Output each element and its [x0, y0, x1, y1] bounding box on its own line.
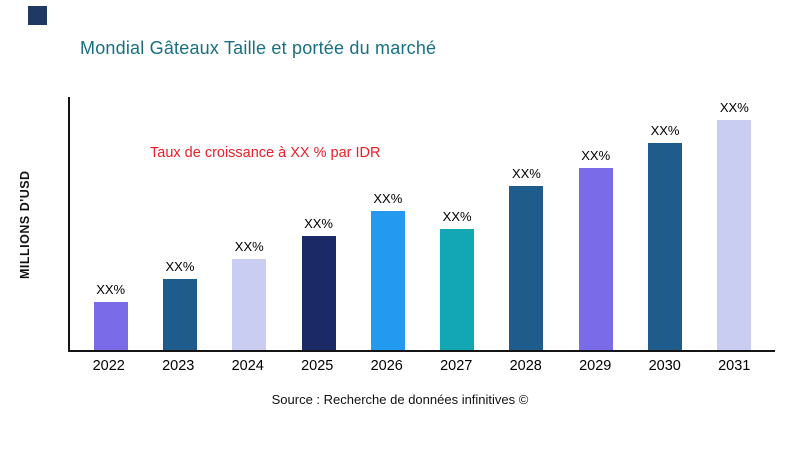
bar-2028	[509, 185, 544, 350]
bar-value-label-2024: XX%	[234, 238, 264, 254]
bar-2024	[232, 258, 267, 350]
x-tick-2027: 2027	[440, 358, 473, 374]
bar-value-label-2027: XX%	[442, 208, 472, 224]
bar-value-label-2025: XX%	[304, 216, 333, 232]
x-tick-2022: 2022	[92, 358, 125, 374]
bar-value-label-2029: XX%	[581, 147, 611, 163]
y-axis-label: MILLIONS D'USD	[18, 170, 32, 279]
bar-value-label-2031: XX%	[719, 99, 749, 115]
bar-slot-2029: XX%	[574, 97, 618, 350]
x-tick-2023: 2023	[162, 358, 195, 374]
x-axis-tick-row: 2022 2023 2024 2025 2026 2027 2028 2029 2030 2031	[68, 358, 775, 374]
growth-annotation: Taux de croissance à XX % par IDR	[150, 145, 381, 161]
bar-2022	[93, 301, 128, 350]
bar-value-label-2026: XX%	[373, 190, 403, 206]
chart-title: Mondial Gâteaux Taille et portée du marc…	[80, 38, 437, 58]
bars-container: XX% XX% XX% XX% XX% XX% XX% XX% XX% XX%	[70, 97, 775, 350]
x-tick-2028: 2028	[509, 358, 542, 374]
bar-2027	[440, 228, 475, 350]
x-tick-2031: 2031	[718, 358, 751, 374]
bar-value-label-2023: XX%	[165, 259, 195, 275]
x-tick-2029: 2029	[579, 358, 612, 374]
bar-slot-2025: XX%	[297, 97, 341, 350]
logo-mark	[28, 6, 47, 25]
bar-2031	[717, 119, 752, 350]
bar-slot-2030: XX%	[643, 97, 687, 350]
bar-value-label-2028: XX%	[511, 165, 541, 181]
bar-2023	[162, 279, 197, 350]
bar-value-label-2022: XX%	[96, 281, 126, 297]
bar-slot-2026: XX%	[366, 97, 410, 350]
bar-2029	[578, 167, 613, 350]
bar-slot-2027: XX%	[435, 97, 479, 350]
bar-chart-plot-area: Taux de croissance à XX % par IDR XX% XX%…	[68, 97, 775, 352]
x-tick-2030: 2030	[648, 358, 681, 374]
bar-2026	[370, 210, 405, 350]
bar-slot-2028: XX%	[504, 97, 548, 350]
bar-slot-2024: XX%	[227, 97, 271, 350]
x-tick-2026: 2026	[370, 358, 403, 374]
bar-slot-2031: XX%	[712, 97, 756, 350]
bar-2025	[301, 236, 336, 350]
bar-slot-2023: XX%	[158, 97, 202, 350]
x-tick-2024: 2024	[231, 358, 264, 374]
x-tick-2025: 2025	[301, 358, 334, 374]
bar-value-label-2030: XX%	[650, 122, 680, 138]
bar-slot-2022: XX%	[89, 97, 133, 350]
bar-2030	[648, 142, 683, 350]
source-caption: Source : Recherche de données infinitive…	[271, 392, 529, 407]
